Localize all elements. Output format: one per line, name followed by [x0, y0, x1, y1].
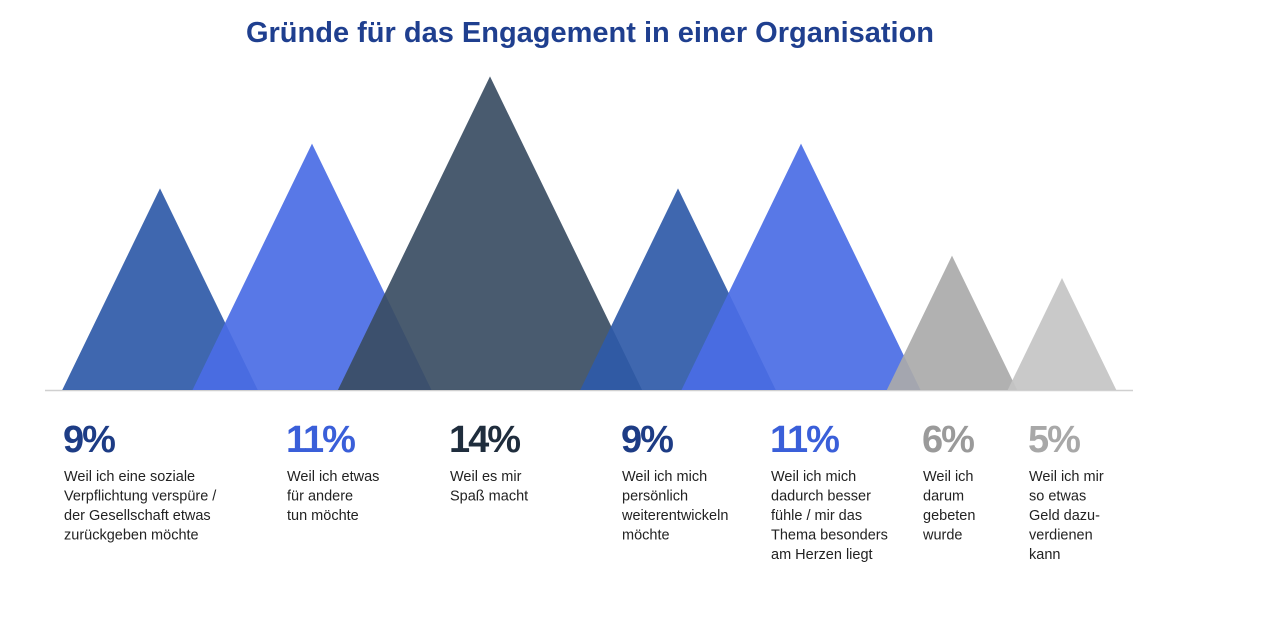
category-label: kann — [1029, 547, 1060, 563]
value-label: 6% — [922, 419, 974, 461]
category-label: dadurch besser — [771, 489, 871, 505]
category-label: fühle / mir das — [771, 508, 862, 524]
category-label: für andere — [287, 489, 353, 505]
category-label: Weil ich etwas — [287, 469, 379, 485]
category-label: Weil ich — [923, 469, 974, 485]
category-label: der Gesellschaft etwas — [64, 508, 211, 524]
value-label: 9% — [621, 419, 673, 461]
category-label: darum — [923, 489, 964, 505]
triangle — [62, 188, 258, 390]
category-label: Spaß macht — [450, 489, 528, 505]
category-label: weiterentwickeln — [621, 508, 728, 524]
category-label: Geld dazu- — [1029, 508, 1100, 524]
category-label: am Herzen liegt — [771, 547, 873, 563]
category-label: gebeten — [923, 508, 975, 524]
value-label: 5% — [1028, 419, 1080, 461]
category-label: wurde — [922, 528, 963, 544]
chart-title: Gründe für das Engagement in einer Organ… — [246, 17, 934, 49]
value-label: 11% — [770, 419, 839, 461]
category-label: Verpflichtung verspüre / — [64, 489, 217, 505]
triangle — [886, 255, 1018, 390]
category-label: Thema besonders — [771, 528, 888, 544]
triangle — [681, 143, 921, 390]
category-label: so etwas — [1029, 489, 1086, 505]
category-label: verdienen — [1029, 528, 1093, 544]
category-label: möchte — [622, 528, 670, 544]
category-label: tun möchte — [287, 508, 359, 524]
value-label: 9% — [63, 419, 115, 461]
category-label: zurückgeben möchte — [64, 528, 199, 544]
triangle — [337, 76, 643, 391]
triangle — [1007, 278, 1117, 390]
value-label: 11% — [286, 419, 355, 461]
category-label: persönlich — [622, 489, 688, 505]
category-label: Weil ich mich — [622, 469, 707, 485]
value-label: 14% — [449, 419, 520, 461]
category-label: Weil ich mich — [771, 469, 856, 485]
category-label: Weil ich mir — [1029, 469, 1104, 485]
category-label: Weil ich eine soziale — [64, 469, 195, 485]
category-label: Weil es mir — [450, 469, 522, 485]
